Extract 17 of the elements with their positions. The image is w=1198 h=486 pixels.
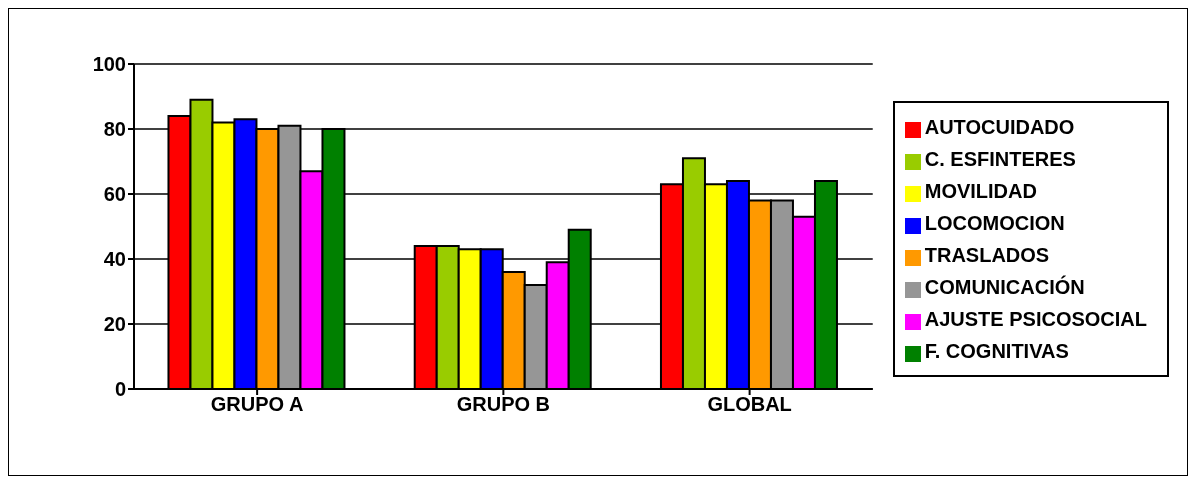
legend-label: COMUNICACIÓN [924,276,1085,298]
legend-label: C. ESFINTERES [924,148,1076,170]
legend-label: AUTOCUIDADO [924,116,1075,138]
x-tick-label: GLOBAL [707,393,792,416]
legend-label: MOVILIDAD [924,180,1037,202]
legend-label: AJUSTE PSICOSOCIAL [924,308,1147,330]
legend-label: F. COGNITIVAS [924,340,1069,362]
y-tick-label: 80 [103,118,126,141]
y-tick-label: 60 [103,183,126,206]
legend-label: TRASLADOS [924,244,1050,266]
y-tick-label: 100 [92,53,126,76]
legend-label: LOCOMOCION [924,212,1065,234]
y-tick-label: 20 [103,313,126,336]
y-tick-label: 40 [103,248,126,271]
x-tick-label: GRUPO B [456,393,551,416]
x-tick-label: GRUPO A [210,393,304,416]
y-tick-label: 0 [114,378,126,401]
